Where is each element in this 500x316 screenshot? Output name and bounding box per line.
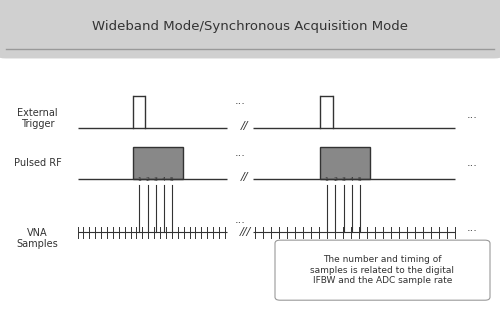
Bar <box>132 147 182 179</box>
Text: ...: ... <box>234 215 246 225</box>
Text: //: // <box>241 121 249 131</box>
Text: The number and timing of
samples is related to the digital
IFBW and the ADC samp: The number and timing of samples is rela… <box>310 255 454 285</box>
Text: Pulsed RF: Pulsed RF <box>14 158 62 168</box>
Text: VNA
Samples: VNA Samples <box>16 228 58 249</box>
Text: 5: 5 <box>358 177 362 182</box>
Text: 1: 1 <box>324 177 328 182</box>
Text: 4: 4 <box>162 177 166 182</box>
Text: ...: ... <box>467 158 478 168</box>
Text: 1: 1 <box>137 177 141 182</box>
Text: ...: ... <box>234 96 246 106</box>
Text: External
Trigger: External Trigger <box>17 108 58 129</box>
Text: Wideband Mode/Synchronous Acquisition Mode: Wideband Mode/Synchronous Acquisition Mo… <box>92 20 408 33</box>
Bar <box>320 147 370 179</box>
Text: ///: /// <box>240 227 250 237</box>
Text: 3: 3 <box>342 177 345 182</box>
Text: ...: ... <box>467 110 478 120</box>
Text: //: // <box>241 172 249 182</box>
Text: 5: 5 <box>170 177 174 182</box>
Text: 4: 4 <box>350 177 354 182</box>
Text: ...: ... <box>234 148 246 158</box>
Text: 2: 2 <box>146 177 150 182</box>
Text: 3: 3 <box>154 177 158 182</box>
FancyBboxPatch shape <box>275 240 490 300</box>
FancyBboxPatch shape <box>0 0 500 58</box>
Text: 2: 2 <box>333 177 337 182</box>
Text: ...: ... <box>467 222 478 233</box>
